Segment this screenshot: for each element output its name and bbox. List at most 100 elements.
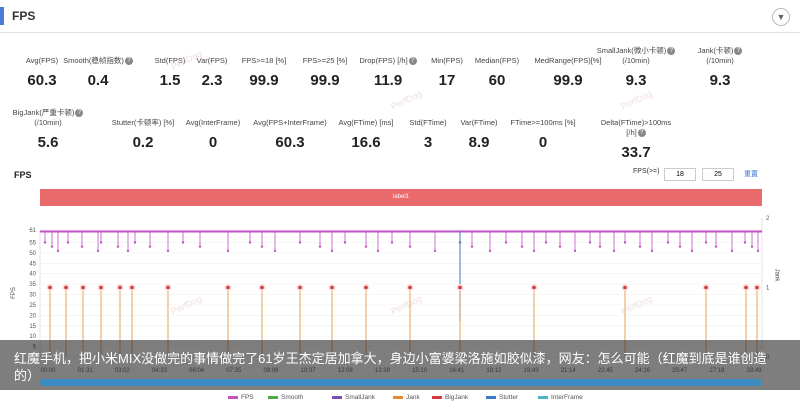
metric-value: 9.3 <box>709 72 731 89</box>
section-header: FPS ▼ <box>0 0 800 33</box>
help-icon[interactable]: ? <box>637 129 646 138</box>
legend-swatch <box>538 395 548 399</box>
fps-threshold-label: FPS(>=) <box>633 168 660 175</box>
metric-value: 99.9 <box>553 72 583 89</box>
metric-value: 2.3 <box>201 72 223 89</box>
metric-metrics_row2-1: Stutter(卡顿率) [%] 0.2 <box>103 118 183 151</box>
metric-label: Min(FPS) <box>431 56 463 65</box>
metric-metrics_row2-5: Std(FTime) 3 <box>388 118 468 151</box>
bigjank-point <box>330 285 334 290</box>
reset-button[interactable]: 重置 <box>744 171 758 178</box>
fps-dip-point <box>80 245 84 248</box>
help-icon[interactable]: ? <box>667 47 676 56</box>
fps-dip-point <box>148 245 152 248</box>
fps-dip-point <box>612 249 616 253</box>
fps-dip-point <box>43 241 47 244</box>
fps-dip-point <box>133 241 137 244</box>
bigjank-point <box>99 285 103 290</box>
metric-value: 99.9 <box>310 72 340 89</box>
y-tick-label: 45 <box>29 261 36 267</box>
metric-label: FPS>=25 [%] <box>302 56 348 65</box>
metric-label: Drop(FPS) [/h] <box>359 56 408 65</box>
help-icon[interactable]: ? <box>734 47 743 56</box>
legend-item-fps[interactable]: FPS <box>228 394 254 401</box>
y2-tick-label: 1 <box>766 286 770 292</box>
legend-label: FPS <box>241 394 254 401</box>
y-tick-label: 50 <box>29 251 36 257</box>
bigjank-point <box>64 285 68 290</box>
fps-dip-point <box>50 245 54 248</box>
fps-dip-point <box>318 245 322 248</box>
metric-value: 33.7 <box>621 144 651 161</box>
metric-metrics_row1-3: Var(FPS) 2.3 <box>172 56 252 89</box>
legend-item-stutter[interactable]: Stutter <box>486 394 518 401</box>
help-icon[interactable]: ? <box>124 57 133 66</box>
fps-dip-point <box>756 249 760 253</box>
legend-swatch <box>486 395 496 399</box>
y2-tick-label: 2 <box>766 216 770 222</box>
metric-value: 0 <box>208 134 218 151</box>
help-icon[interactable]: ? <box>408 57 417 66</box>
metric-value: 9.3 <box>625 72 647 89</box>
metric-metrics_row1-0: Avg(FPS) 60.3 <box>2 56 82 89</box>
metric-unit: (/10min) <box>34 118 62 127</box>
y-tick-label: 30 <box>29 293 36 299</box>
bigjank-point <box>364 285 368 290</box>
fps-dip-point <box>704 241 708 244</box>
metric-value: 16.6 <box>351 134 381 151</box>
legend-item-interframe[interactable]: InterFrame <box>538 394 583 401</box>
fps-dip-point <box>260 245 264 248</box>
legend-swatch <box>432 395 442 399</box>
metric-value: 0.2 <box>132 134 154 151</box>
legend-item-jank[interactable]: Jank <box>393 394 420 401</box>
metric-label: Jank(卡顿) <box>697 46 734 55</box>
metric-metrics_row2-7: FTime>=100ms [%] 0 <box>503 118 583 151</box>
legend-label: Smooth <box>281 394 304 401</box>
fps-dip-point <box>99 241 103 244</box>
chart-legend: FPS Smooth SmallJank Jank BigJank Stutter Inte… <box>0 392 800 404</box>
fps-dip-point <box>750 245 754 248</box>
legend-label: Jank <box>406 394 420 401</box>
help-icon[interactable]: ? <box>75 109 84 118</box>
fps-dip-point <box>433 249 437 253</box>
metric-value: 99.9 <box>249 72 279 89</box>
metric-label: Stutter(卡顿率) [%] <box>111 118 175 127</box>
fps-dip-point <box>364 245 368 248</box>
metric-unit: (/10min) <box>706 56 734 65</box>
legend-item-smooth[interactable]: Smooth <box>268 394 303 401</box>
label-bar[interactable]: label1 <box>40 189 762 206</box>
fps-dip-point <box>56 249 60 253</box>
chevron-down-icon[interactable]: ▼ <box>772 8 790 26</box>
metric-label: Delta(FTime)>100ms [/h] <box>600 118 672 137</box>
bigjank-point <box>458 285 462 290</box>
fps-dip-point <box>730 249 734 253</box>
section-title: FPS <box>12 9 36 23</box>
bigjank-point <box>744 285 748 290</box>
legend-item-bigjank[interactable]: BigJank <box>432 394 468 401</box>
metric-metrics_row2-4: Avg(FTime) [ms] 16.6 <box>326 118 406 151</box>
legend-label: InterFrame <box>551 394 583 401</box>
fps-dip-point <box>273 249 277 253</box>
metric-metrics_row2-8: Delta(FTime)>100ms [/h]? 33.7 <box>596 118 676 161</box>
metric-value: 3 <box>423 134 433 151</box>
fps-min-input[interactable] <box>664 168 696 181</box>
fps-max-input[interactable] <box>702 168 734 181</box>
y-tick-label: 61 <box>29 228 36 234</box>
timeline-scrollbar[interactable] <box>40 379 762 386</box>
fps-dip-point <box>743 241 747 244</box>
fps-dip-point <box>650 249 654 253</box>
legend-item-smalljank[interactable]: SmallJank <box>332 394 375 401</box>
metric-metrics_row1-7: Min(FPS) 17 <box>407 56 487 89</box>
fps-dip-point <box>638 245 642 248</box>
fps-dip-point <box>714 245 718 248</box>
metric-label: Avg(FPS+InterFrame) <box>253 118 327 127</box>
metric-metrics_row1-5: FPS>=25 [%] 99.9 <box>285 56 365 89</box>
y-tick-label: 10 <box>29 334 36 340</box>
fps-dip-point <box>66 241 70 244</box>
metric-metrics_row2-0: BigJank(严重卡顿)? (/10min) 5.6 <box>8 108 88 151</box>
metric-label: Var(FTime) <box>460 118 498 127</box>
fps-dip-point <box>330 249 334 253</box>
metric-value: 60.3 <box>275 134 305 151</box>
fps-dip-point <box>520 245 524 248</box>
metric-label: Median(FPS) <box>474 56 520 65</box>
